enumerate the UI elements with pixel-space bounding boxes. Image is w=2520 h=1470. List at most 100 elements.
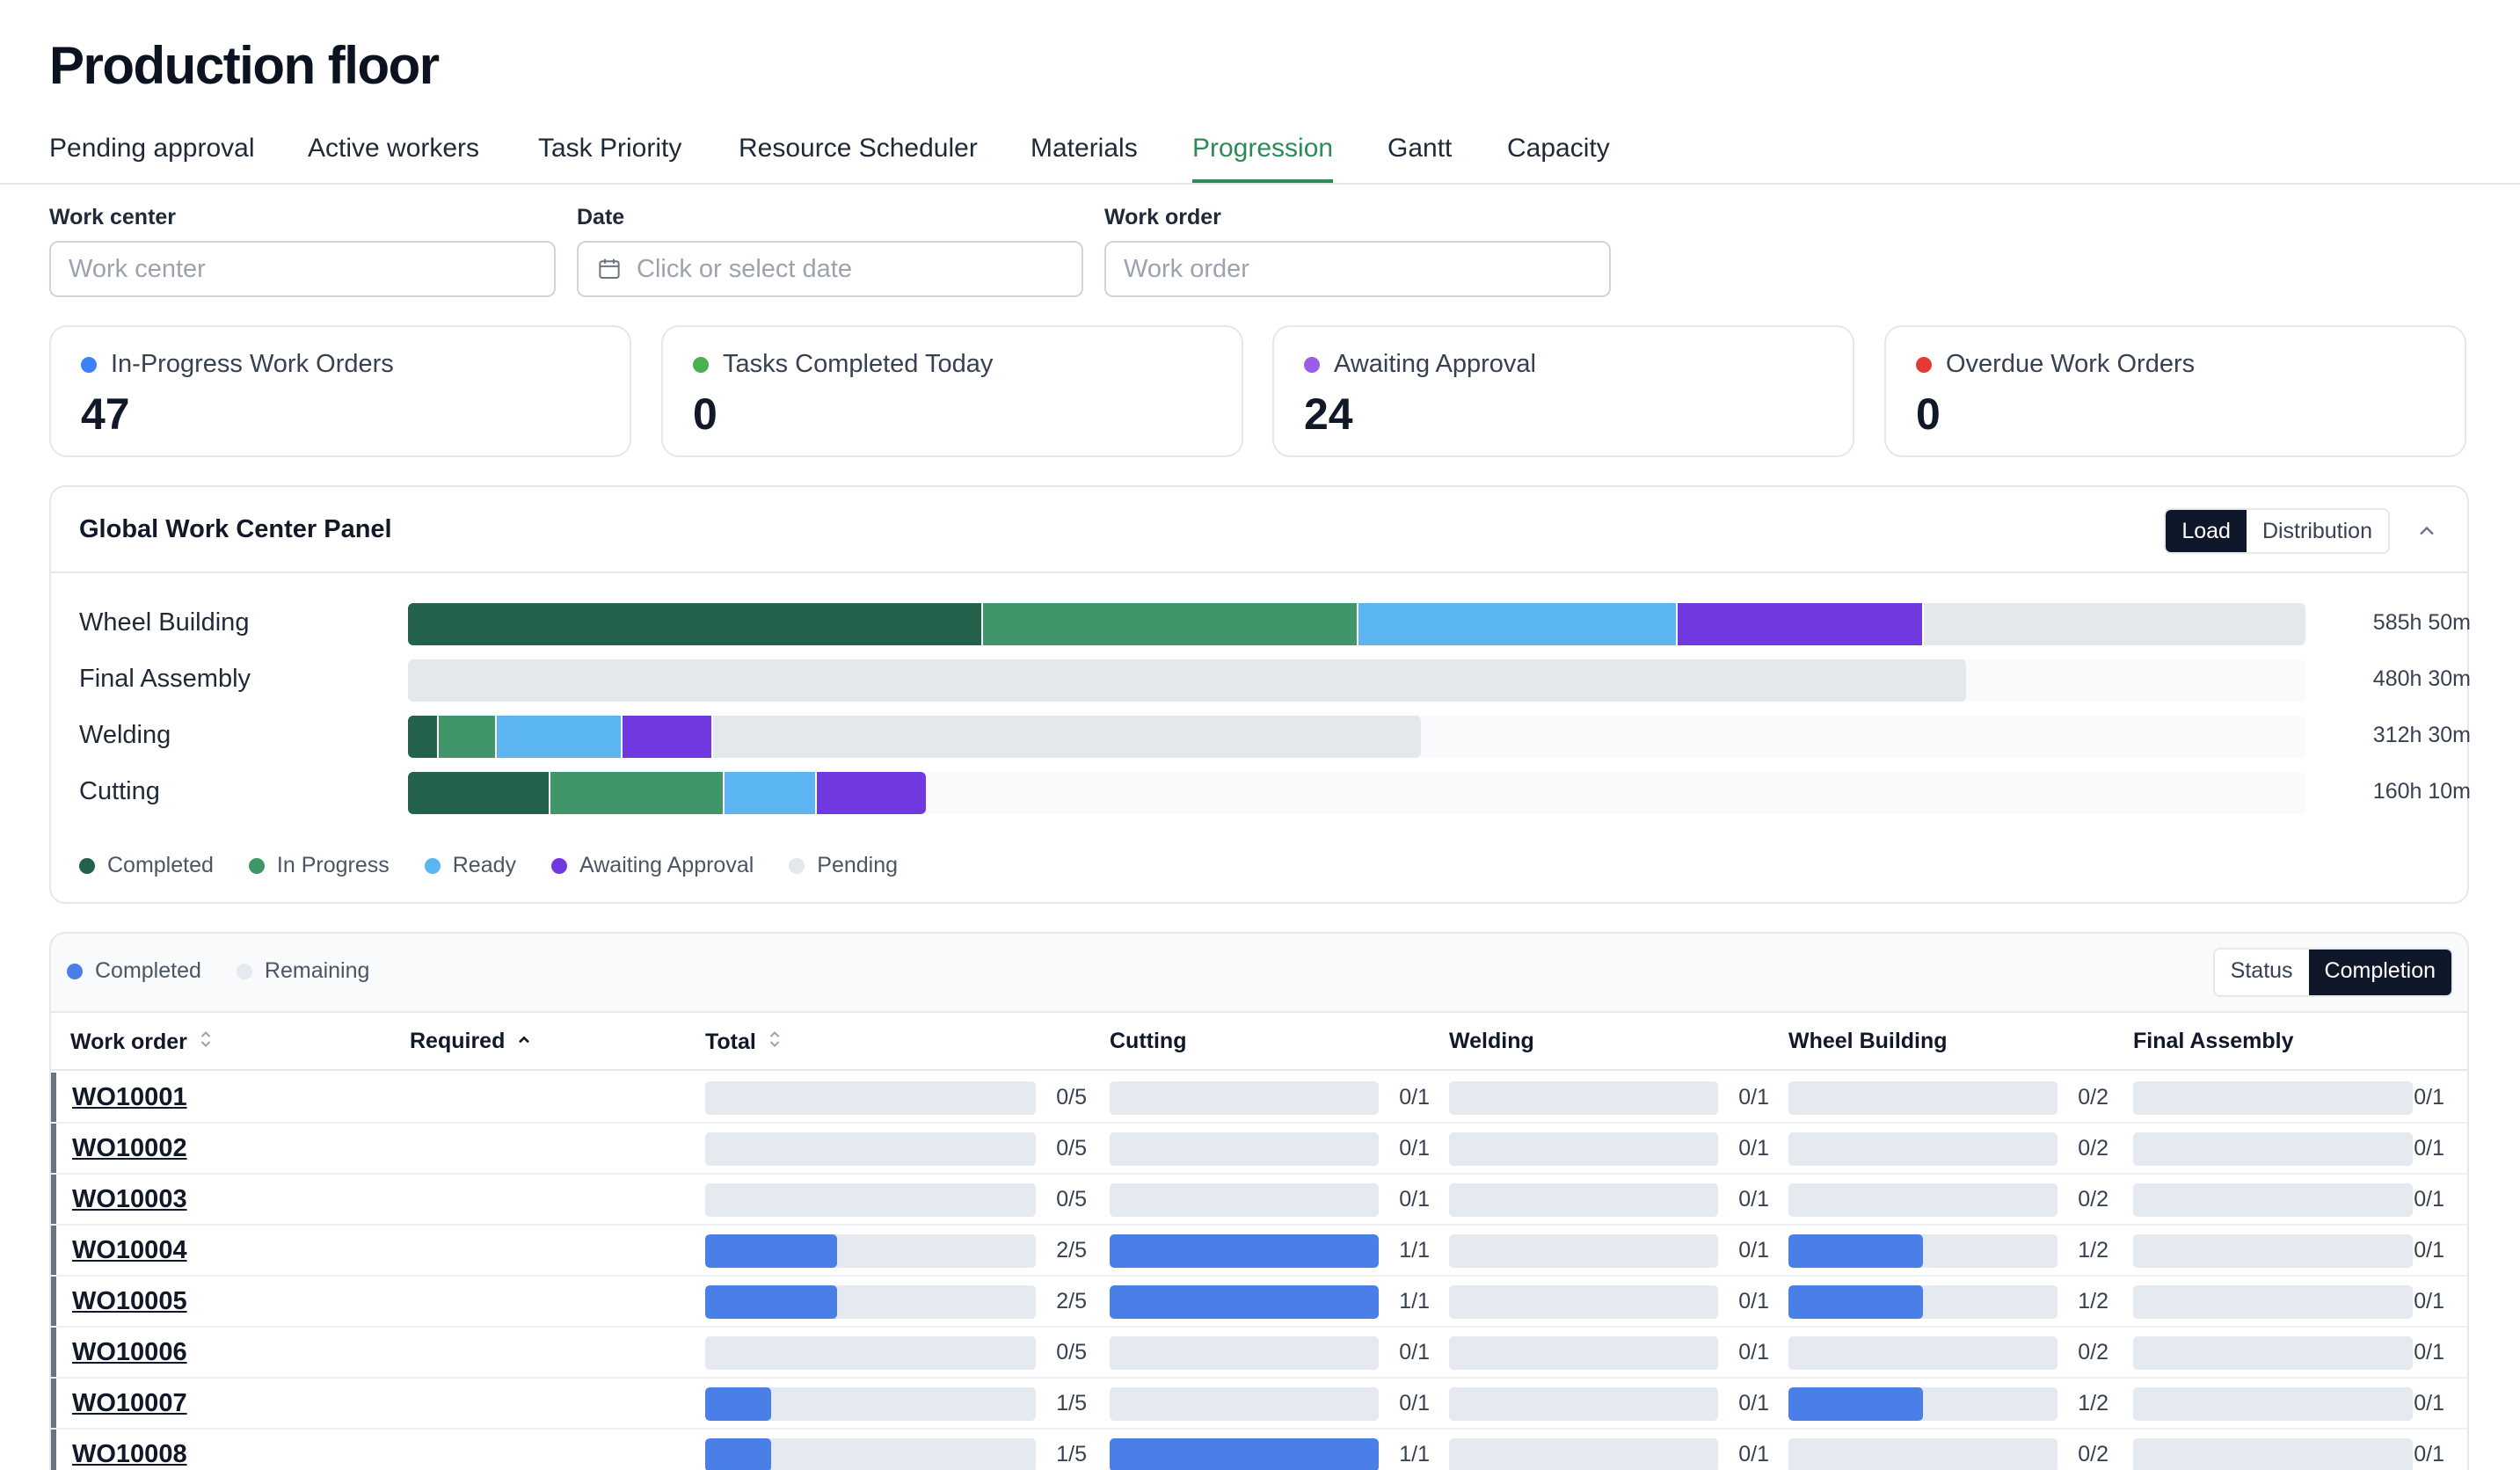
cutting-progress-bar [1110,1081,1379,1115]
work-order-link[interactable]: WO10007 [72,1389,187,1417]
toggle-distribution[interactable]: Distribution [2246,510,2388,552]
wheel-progress-label: 1/2 [2078,1391,2108,1415]
row-accent [51,1277,56,1326]
kpi-card-tasks-completed-today: Tasks Completed Today 0 [661,325,1243,457]
toggle-load[interactable]: Load [2166,510,2247,552]
legend-item-ready: Ready [424,853,516,878]
work-order-link[interactable]: WO10004 [72,1236,187,1264]
load-segment-ready[interactable] [497,716,623,758]
column-header-final-assembly: Final Assembly [2133,1029,2293,1054]
load-segment-awaiting[interactable] [623,716,713,758]
welding-progress-bar [1449,1285,1718,1319]
wheel-progress-bar [1788,1336,2058,1370]
load-segment-awaiting[interactable] [1677,603,1925,645]
row-accent [51,1379,56,1428]
load-segment-in-progress[interactable] [550,772,725,814]
tab-pending-approval[interactable]: Pending approval [49,134,255,163]
legend-swatch-icon [236,963,252,979]
work-center-row-final-assembly: Final Assembly 480h 30m [79,659,2471,702]
load-segment-in-progress[interactable] [438,716,498,758]
load-segment-ready[interactable] [724,772,817,814]
column-header-label: Total [705,1030,756,1054]
final-progress-bar [2133,1285,2413,1319]
final-progress-label: 0/1 [2414,1085,2444,1110]
column-header-work-order[interactable]: Work order [70,1029,214,1056]
cutting-progress-bar [1110,1438,1379,1470]
legend-swatch-icon [551,857,568,874]
load-segment-in-progress[interactable] [982,603,1359,645]
date-picker[interactable]: Click or select date [577,241,1083,297]
tab-capacity[interactable]: Capacity [1507,134,1610,163]
table-row: WO10001 0/5 0/1 0/1 0/2 0/1 [51,1073,2467,1124]
chevron-up-icon[interactable] [2414,519,2439,543]
welding-progress-label: 0/1 [1738,1085,1769,1110]
welding-progress-label: 0/1 [1738,1187,1769,1212]
toggle-status[interactable]: Status [2214,950,2309,995]
cutting-progress-bar [1110,1387,1379,1421]
tab-gantt[interactable]: Gantt [1387,134,1453,163]
kpi-label: In-Progress Work Orders [81,350,394,379]
sort-icon[interactable] [187,1029,214,1056]
legend-item-completed: Completed [67,958,201,984]
completion-legend: Completed Remaining [67,958,404,984]
sort-ascending-icon[interactable] [505,1029,533,1054]
load-segment-completed[interactable] [408,716,439,758]
work-order-link[interactable]: WO10005 [72,1287,187,1315]
work-order-link[interactable]: WO10003 [72,1185,187,1213]
work-center-hours: 585h 50m [2372,610,2471,635]
load-segment-pending[interactable] [408,659,1966,702]
work-center-select[interactable]: Work center [49,241,556,297]
tab-materials[interactable]: Materials [1031,134,1138,163]
load-bar [408,659,1966,702]
tab-progression[interactable]: Progression [1192,134,1334,183]
column-header-required[interactable]: Required [410,1029,533,1054]
sort-icon[interactable] [756,1029,783,1056]
tab-resource-scheduler[interactable]: Resource Scheduler [739,134,978,163]
final-progress-label: 0/1 [2414,1289,2444,1314]
load-track [408,603,2305,645]
final-progress-bar [2133,1132,2413,1166]
work-order-link[interactable]: WO10008 [72,1440,187,1468]
table-row: WO10006 0/5 0/1 0/1 0/2 0/1 [51,1328,2467,1379]
date-label: Date [577,205,625,229]
welding-progress-label: 0/1 [1738,1136,1769,1161]
work-order-link[interactable]: WO10006 [72,1338,187,1366]
kpi-value: 0 [693,389,717,439]
work-order-placeholder: Work order [1124,254,1249,283]
total-progress-label: 0/5 [1056,1340,1087,1364]
work-order-link[interactable]: WO10001 [72,1083,187,1111]
load-segment-awaiting[interactable] [816,772,927,814]
row-accent [51,1226,56,1275]
toggle-completion[interactable]: Completion [2308,950,2451,995]
work-order-link[interactable]: WO10002 [72,1134,187,1162]
load-segment-ready[interactable] [1358,603,1678,645]
load-segment-pending[interactable] [712,716,1422,758]
load-segment-completed[interactable] [408,772,550,814]
work-center-placeholder: Work center [69,254,206,283]
legend-label: Remaining [264,958,370,983]
wheel-progress-bar [1788,1183,2058,1217]
total-progress-label: 0/5 [1056,1136,1087,1161]
legend-swatch-icon [424,857,441,874]
row-accent [51,1430,56,1470]
welding-progress-label: 0/1 [1738,1289,1769,1314]
wheel-progress-bar [1788,1285,2058,1319]
cutting-progress-label: 0/1 [1399,1187,1430,1212]
load-segment-completed[interactable] [408,603,983,645]
work-order-select[interactable]: Work order [1104,241,1611,297]
load-segment-pending[interactable] [1924,603,2305,645]
tab-active-workers[interactable]: Active workers [308,134,480,163]
legend-swatch-icon [789,857,805,874]
tab-task-priority[interactable]: Task Priority [538,134,682,163]
load-bar [408,603,2305,645]
wheel-progress-bar [1788,1081,2058,1115]
legend-label: Completed [107,853,214,877]
wheel-progress-label: 1/2 [2078,1238,2108,1263]
column-header-total[interactable]: Total [705,1029,783,1056]
panel-title: Global Work Center Panel [79,515,392,543]
kpi-label-text: Overdue Work Orders [1946,350,2196,378]
legend-label: Awaiting Approval [579,853,754,877]
wheel-progress-bar [1788,1438,2058,1470]
cutting-progress-label: 0/1 [1399,1136,1430,1161]
wheel-progress-label: 0/2 [2078,1442,2108,1466]
